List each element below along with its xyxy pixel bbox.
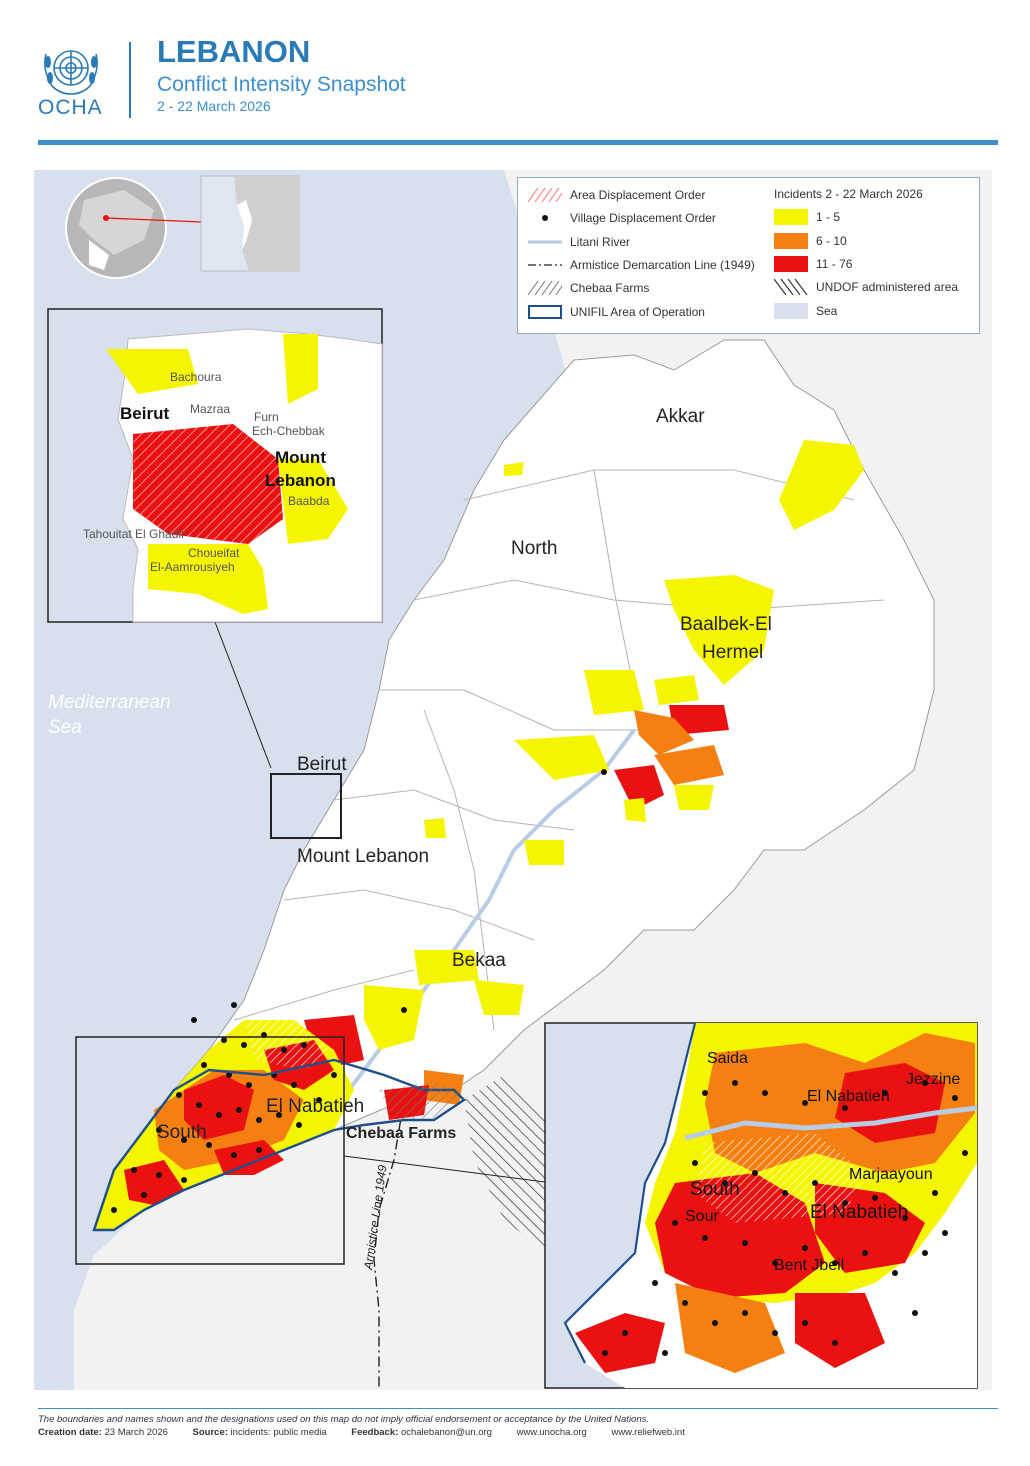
swatch-high <box>774 256 808 272</box>
south-inset: Saida Jezzine El Nabatieh Marjaayoun Sou… <box>544 1022 978 1389</box>
label-north: North <box>511 538 557 559</box>
dot-icon <box>542 215 548 221</box>
legend-item: Sea <box>774 303 837 319</box>
svg-text:Furn: Furn <box>254 410 279 424</box>
unifil-area-outline <box>92 1058 466 1232</box>
feedback-email[interactable]: ochalebanon@un.org <box>400 1427 492 1438</box>
beirut-box <box>270 773 342 839</box>
page-title: LEBANON <box>157 34 311 69</box>
header: OCHA LEBANON Conflict Intensity Snapshot… <box>0 0 1030 150</box>
swatch-sea <box>774 303 808 319</box>
grey-hatch-icon <box>528 281 562 295</box>
main-map[interactable]: Armistice Line 1949 <box>34 170 992 1390</box>
svg-text:Choueifat: Choueifat <box>188 546 240 560</box>
legend-item: Litani River <box>528 235 630 249</box>
label-baalbek-2: Hermel <box>702 642 763 663</box>
legend-item: Village Displacement Order <box>528 211 716 225</box>
link-unocha[interactable]: www.unocha.org <box>516 1427 587 1438</box>
svg-text:El Nabatieh: El Nabatieh <box>810 1202 908 1223</box>
incident-areas-north <box>304 440 864 1120</box>
svg-text:El Nabatieh: El Nabatieh <box>807 1088 890 1105</box>
sea-label-1: Mediterranean <box>48 692 171 713</box>
legend-item: UNIFIL Area of Operation <box>528 305 705 319</box>
label-mount-lebanon: Mount Lebanon <box>297 846 429 867</box>
svg-text:Saida: Saida <box>707 1050 748 1067</box>
legend-class: 6 - 10 <box>774 233 847 249</box>
svg-text:Mazraa: Mazraa <box>190 402 230 416</box>
undof-area <box>464 1075 564 1250</box>
credit-line: Creation date: 23 March 2026 Source: inc… <box>38 1427 685 1438</box>
hatch-icon <box>528 188 562 202</box>
svg-text:El-Aamrousiyeh: El-Aamrousiyeh <box>150 560 235 574</box>
locator-globe <box>65 175 300 279</box>
sea-label-2: Sea <box>48 717 82 738</box>
svg-text:Beirut: Beirut <box>120 404 169 423</box>
river-line-icon <box>528 240 562 244</box>
un-emblem-icon <box>44 50 98 95</box>
date-range: 2 - 22 March 2026 <box>157 98 271 114</box>
label-nabatieh: El Nabatieh <box>266 1096 364 1117</box>
disclaimer: The boundaries and names shown and the d… <box>38 1414 650 1425</box>
south-box <box>75 1036 345 1265</box>
inset-connector-2 <box>343 1155 546 1183</box>
swatch-low <box>774 209 808 225</box>
legend-item: UNDOF administered area <box>774 279 958 295</box>
armistice-line <box>373 1099 405 1390</box>
svg-text:Bachoura: Bachoura <box>170 370 222 384</box>
header-rule <box>38 140 998 145</box>
legend-incidents-title: Incidents 2 - 22 March 2026 <box>774 187 923 201</box>
label-chebaa: Chebaa Farms <box>346 1125 456 1142</box>
page-subtitle: Conflict Intensity Snapshot <box>157 73 406 96</box>
inset-connector <box>214 621 272 769</box>
label-bekaa: Bekaa <box>452 950 506 971</box>
legend-class: 1 - 5 <box>774 209 840 225</box>
undof-hatch-icon <box>774 279 808 295</box>
legend-item: Chebaa Farms <box>528 281 649 295</box>
svg-text:Mount: Mount <box>275 448 326 467</box>
dashdot-line-icon <box>528 264 562 266</box>
svg-text:Bent Jbeil: Bent Jbeil <box>774 1257 844 1274</box>
svg-text:Tahouitat El Ghadir: Tahouitat El Ghadir <box>83 527 185 541</box>
legend-item: Armistice Demarcation Line (1949) <box>528 258 755 272</box>
legend-class: 11 - 76 <box>774 256 852 272</box>
footer-rule <box>38 1408 998 1409</box>
legend: Area Displacement Order Village Displace… <box>517 177 980 334</box>
svg-text:Jezzine: Jezzine <box>906 1071 960 1088</box>
svg-text:Marjaayoun: Marjaayoun <box>849 1166 933 1183</box>
region-labels: Akkar North Baalbek-El Hermel Beirut Mou… <box>157 406 772 1143</box>
svg-text:Sour: Sour <box>685 1208 719 1225</box>
label-beirut: Beirut <box>297 754 347 775</box>
label-akkar: Akkar <box>656 406 705 427</box>
swatch-medium <box>774 233 808 249</box>
svg-text:South: South <box>690 1179 740 1200</box>
svg-text:Baabda: Baabda <box>288 494 330 508</box>
beirut-inset: Bachoura Beirut Mazraa Furn Ech-Chebbak … <box>47 308 383 623</box>
village-displacement-dots <box>111 769 607 1213</box>
svg-text:Ech-Chebbak: Ech-Chebbak <box>252 424 326 438</box>
link-reliefweb[interactable]: www.reliefweb.int <box>611 1427 685 1438</box>
ocha-wordmark: OCHA <box>38 96 103 119</box>
header-divider <box>129 42 131 118</box>
chebaa-farms <box>379 1082 464 1120</box>
svg-text:Lebanon: Lebanon <box>265 471 336 490</box>
outline-icon <box>528 305 562 319</box>
label-baalbek-1: Baalbek-El <box>680 614 772 635</box>
legend-item: Area Displacement Order <box>528 188 705 202</box>
label-south: South <box>157 1122 207 1143</box>
